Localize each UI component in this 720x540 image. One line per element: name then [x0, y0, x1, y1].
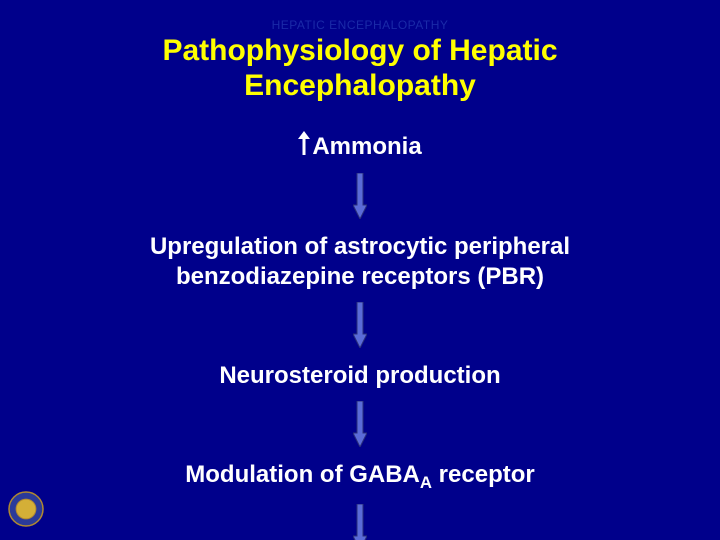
flow-arrow-1 [353, 173, 367, 224]
up-arrow-icon [298, 131, 310, 163]
header-text: HEPATIC ENCEPHALOPATHY [272, 18, 449, 32]
stage-pbr-line2: benzodiazepine receptors (PBR) [176, 263, 544, 290]
flow-arrow-3 [353, 401, 367, 452]
stage-gaba-suffix: receptor [432, 461, 535, 488]
stage-gaba-prefix: Modulation of GABA [185, 461, 420, 488]
stage-neurosteroid: Neurosteroid production [219, 361, 500, 391]
stage-gaba-sub: A [420, 473, 432, 492]
stage-gaba: Modulation of GABAA receptor [185, 460, 534, 494]
title-line2: Encephalopathy [244, 69, 476, 102]
flow-arrow-2 [353, 302, 367, 353]
logo-icon [8, 491, 44, 532]
slide-title: Pathophysiology of Hepatic Encephalopath… [162, 34, 557, 103]
flow-arrow-4 [353, 504, 367, 540]
title-line1: Pathophysiology of Hepatic [162, 34, 557, 67]
stage-pbr-line1: Upregulation of astrocytic peripheral [150, 233, 570, 260]
stage-ammonia-label: Ammonia [312, 132, 421, 162]
stage-ammonia: Ammonia [298, 131, 421, 163]
stage-pbr: Upregulation of astrocytic peripheral be… [150, 232, 570, 292]
